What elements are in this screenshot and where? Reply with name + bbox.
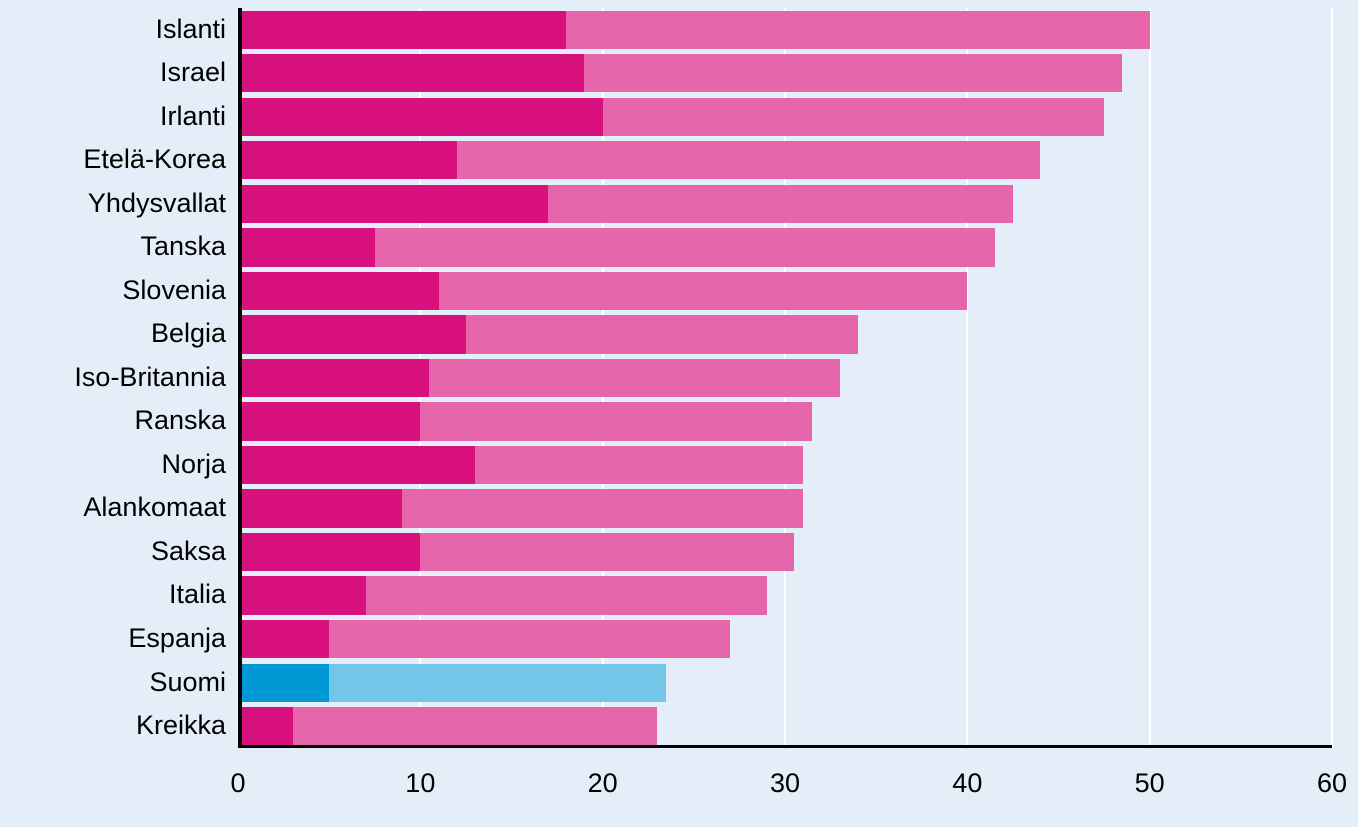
x-tick-label: 30 xyxy=(770,768,800,799)
bar-segment-seg2 xyxy=(329,620,730,658)
bar-segment-seg1 xyxy=(238,141,457,179)
y-axis-label: Etelä-Korea xyxy=(83,144,226,175)
bar-segment-seg1 xyxy=(238,228,375,266)
y-axis-label: Tanska xyxy=(140,231,226,262)
bar-segment-seg2 xyxy=(329,664,666,702)
bar-row xyxy=(238,228,1332,266)
bar-segment-seg1 xyxy=(238,664,329,702)
y-axis-label: Yhdysvallat xyxy=(88,188,226,219)
bar-segment-seg2 xyxy=(584,54,1122,92)
x-axis-line xyxy=(238,745,1332,748)
bar-segment-seg2 xyxy=(566,11,1149,49)
y-axis-label: Norja xyxy=(161,449,226,480)
y-axis-label: Kreikka xyxy=(136,710,226,741)
y-axis-label: Espanja xyxy=(128,623,226,654)
bar-segment-seg2 xyxy=(466,315,858,353)
x-tick-label: 40 xyxy=(952,768,982,799)
bar-segment-seg2 xyxy=(548,185,1013,223)
y-axis-label: Iso-Britannia xyxy=(74,362,226,393)
bar-segment-seg2 xyxy=(293,707,658,745)
bar-segment-seg2 xyxy=(420,402,812,440)
x-tick-label: 20 xyxy=(588,768,618,799)
y-axis-label: Islanti xyxy=(155,14,226,45)
bar-segment-seg1 xyxy=(238,620,329,658)
y-axis-label: Israel xyxy=(160,57,226,88)
bar-row xyxy=(238,272,1332,310)
bar-row xyxy=(238,11,1332,49)
x-tick-label: 0 xyxy=(230,768,245,799)
bar-row xyxy=(238,489,1332,527)
bar-segment-seg1 xyxy=(238,446,475,484)
bar-segment-seg2 xyxy=(420,533,794,571)
bar-row xyxy=(238,359,1332,397)
bar-segment-seg1 xyxy=(238,185,548,223)
bar-segment-seg1 xyxy=(238,315,466,353)
chart-container: Islanti Israel Irlanti Etelä-Korea Yhdysvall… xyxy=(0,0,1358,827)
bar-segment-seg1 xyxy=(238,402,420,440)
plot-area xyxy=(238,8,1332,748)
bar-segment-seg1 xyxy=(238,576,366,614)
bar-row xyxy=(238,446,1332,484)
y-axis-label: Italia xyxy=(169,579,226,610)
bar-segment-seg1 xyxy=(238,489,402,527)
bar-segment-seg2 xyxy=(603,98,1104,136)
x-tick-label: 60 xyxy=(1317,768,1347,799)
bar-segment-seg1 xyxy=(238,54,584,92)
bar-segment-seg2 xyxy=(475,446,803,484)
y-axis-label: Ranska xyxy=(134,405,226,436)
bar-row xyxy=(238,620,1332,658)
bar-row xyxy=(238,98,1332,136)
bar-row xyxy=(238,576,1332,614)
bar-row xyxy=(238,664,1332,702)
bar-row xyxy=(238,533,1332,571)
bar-segment-seg1 xyxy=(238,11,566,49)
x-tick-label: 50 xyxy=(1135,768,1165,799)
y-axis-label: Slovenia xyxy=(122,275,226,306)
bar-segment-seg2 xyxy=(439,272,968,310)
bar-segment-seg2 xyxy=(457,141,1040,179)
bar-segment-seg1 xyxy=(238,98,603,136)
bar-row xyxy=(238,185,1332,223)
bar-row xyxy=(238,402,1332,440)
x-tick-label: 10 xyxy=(405,768,435,799)
bar-row xyxy=(238,54,1332,92)
bar-row xyxy=(238,141,1332,179)
bar-row xyxy=(238,315,1332,353)
y-axis-label: Irlanti xyxy=(160,101,226,132)
bar-segment-seg2 xyxy=(375,228,995,266)
bar-segment-seg2 xyxy=(402,489,803,527)
bar-segment-seg1 xyxy=(238,533,420,571)
bar-segment-seg1 xyxy=(238,272,439,310)
bar-row xyxy=(238,707,1332,745)
y-axis-label: Suomi xyxy=(149,667,226,698)
y-axis-line xyxy=(238,8,242,748)
y-axis-label: Belgia xyxy=(151,318,226,349)
bar-segment-seg1 xyxy=(238,359,429,397)
bar-segment-seg2 xyxy=(429,359,839,397)
bar-segment-seg2 xyxy=(366,576,767,614)
y-axis-label: Alankomaat xyxy=(83,492,226,523)
y-axis-label: Saksa xyxy=(151,536,226,567)
bar-segment-seg1 xyxy=(238,707,293,745)
